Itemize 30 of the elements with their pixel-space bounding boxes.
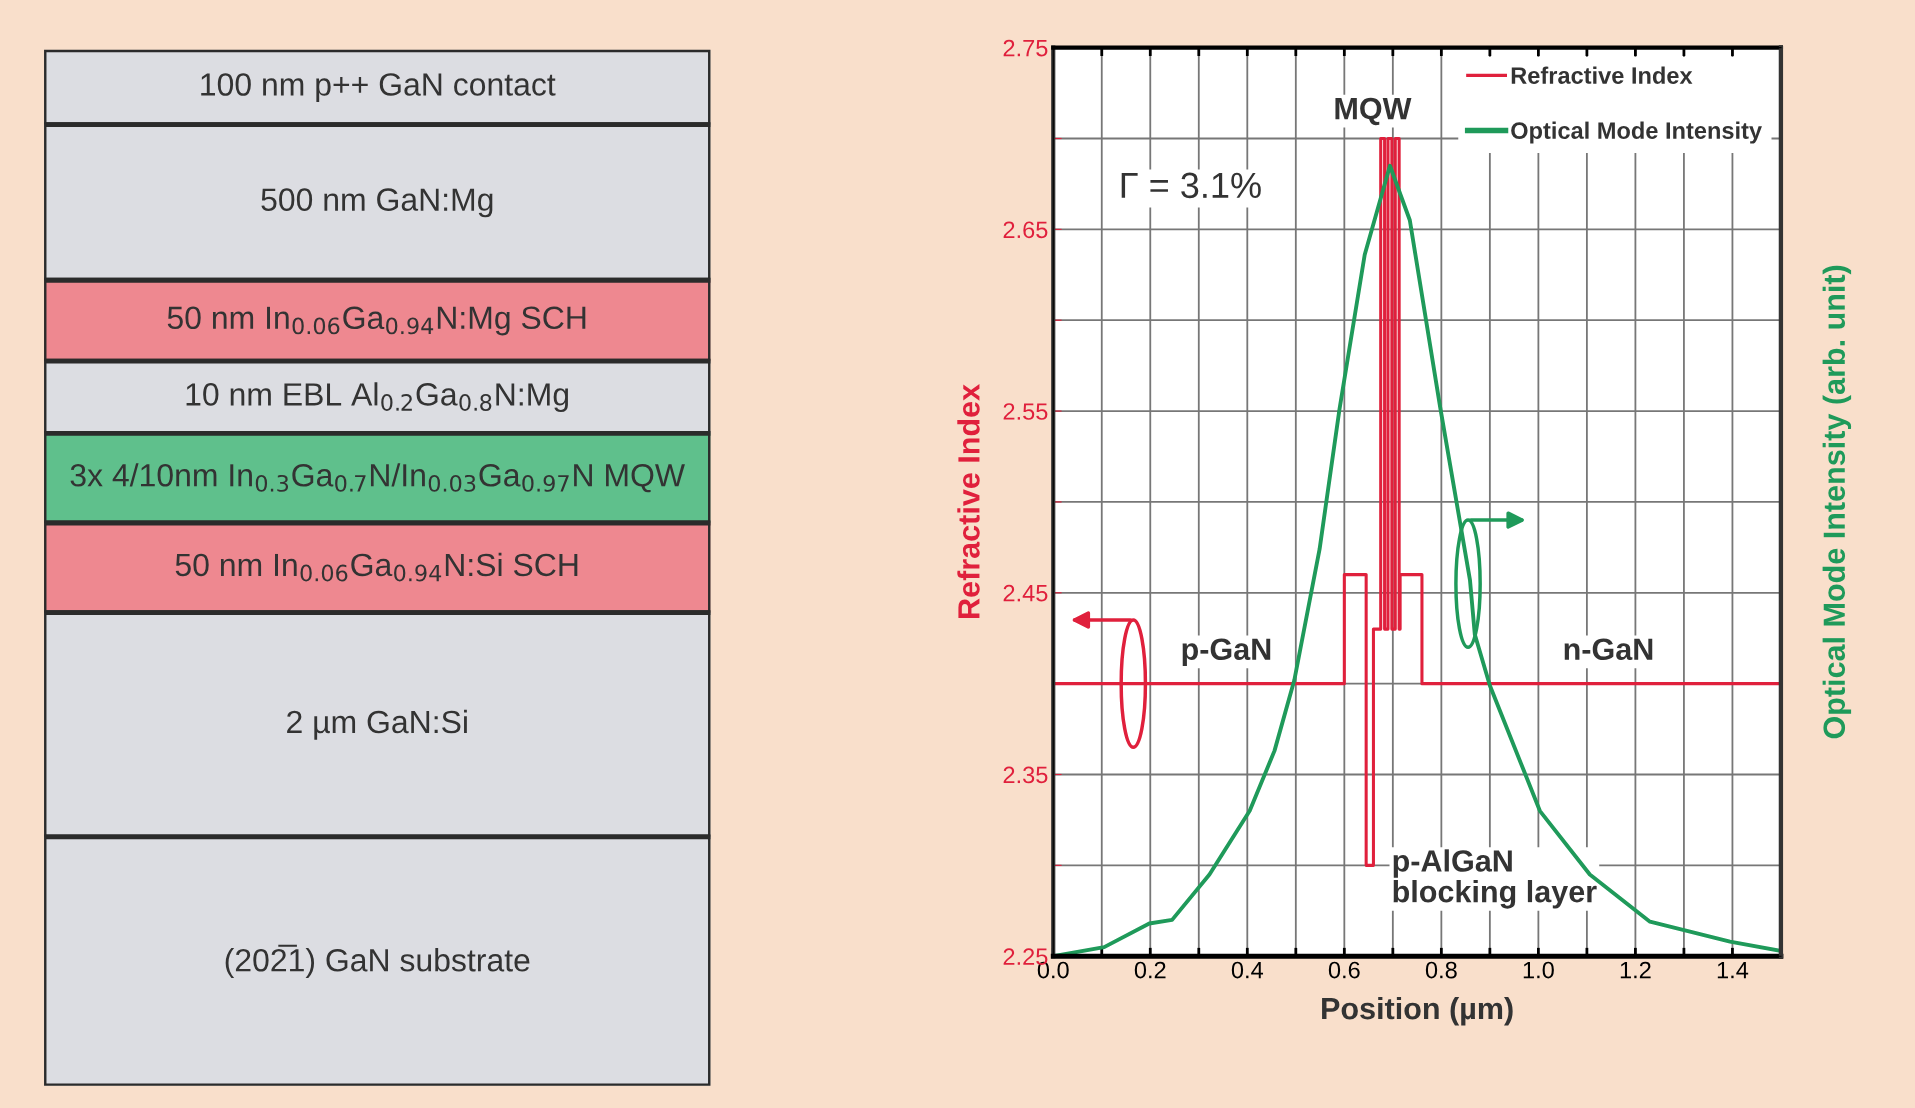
- legend-label: Optical Mode Intensity: [1511, 121, 1762, 144]
- x-tick-label: 0.2: [1134, 961, 1166, 979]
- y-tick-label: 2.35: [1003, 766, 1048, 784]
- x-tick-label: 0.6: [1328, 961, 1360, 979]
- category-label: 100 nm p++ GaN contact: [201, 73, 556, 103]
- y-tick-label: 2.45: [1003, 584, 1048, 602]
- category-label: 2 µm GaN:Si: [287, 709, 467, 740]
- annotation: Γ = 3.1%: [1121, 172, 1261, 199]
- annotation: p-GaN: [1182, 638, 1271, 667]
- annotation: p-AlGaN blocking layer: [1393, 849, 1597, 909]
- annotation: MQW: [1335, 97, 1412, 126]
- y-axis-title: Refractive Index: [957, 384, 980, 618]
- y-tick-label: 2.65: [1003, 221, 1048, 239]
- legend-label: Refractive Index: [1511, 66, 1693, 84]
- x-axis-title: Position (µm): [1322, 996, 1513, 1026]
- x-tick-label: 1.0: [1523, 961, 1554, 979]
- annotation: n-GaN: [1564, 638, 1653, 661]
- category-label: 500 nm GaN:Mg: [261, 188, 493, 218]
- x-tick-label: 0.4: [1231, 961, 1264, 979]
- category-label: 50 nm In$_{0.06}$Ga$_{0.94}$N:Si SCH: [175, 552, 578, 582]
- x-tick-label: 1.2: [1620, 961, 1651, 979]
- y-tick-label: 2.55: [1003, 403, 1048, 420]
- y-tick-label: 2.75: [1003, 39, 1048, 57]
- y2-axis-title: Optical Mode Intensity (arb. unit): [1822, 265, 1852, 739]
- x-tick-label: 0.8: [1425, 961, 1457, 979]
- category-label: 50 nm In$_{0.06}$Ga$_{0.94}$N:Mg SCH: [167, 306, 586, 336]
- x-tick-label: 1.4: [1717, 961, 1749, 979]
- category-label: 3x 4/10nm In$_{0.3}$Ga$_{0.7}$N/In$_{0.03}$Ga$_{0.97}$N MQW: [70, 463, 685, 493]
- category-label: (202̅1) GaN substrate: [225, 944, 530, 978]
- category-label: 10 nm EBL Al$_{0.2}$Ga$_{0.8}$N:Mg: [186, 382, 569, 413]
